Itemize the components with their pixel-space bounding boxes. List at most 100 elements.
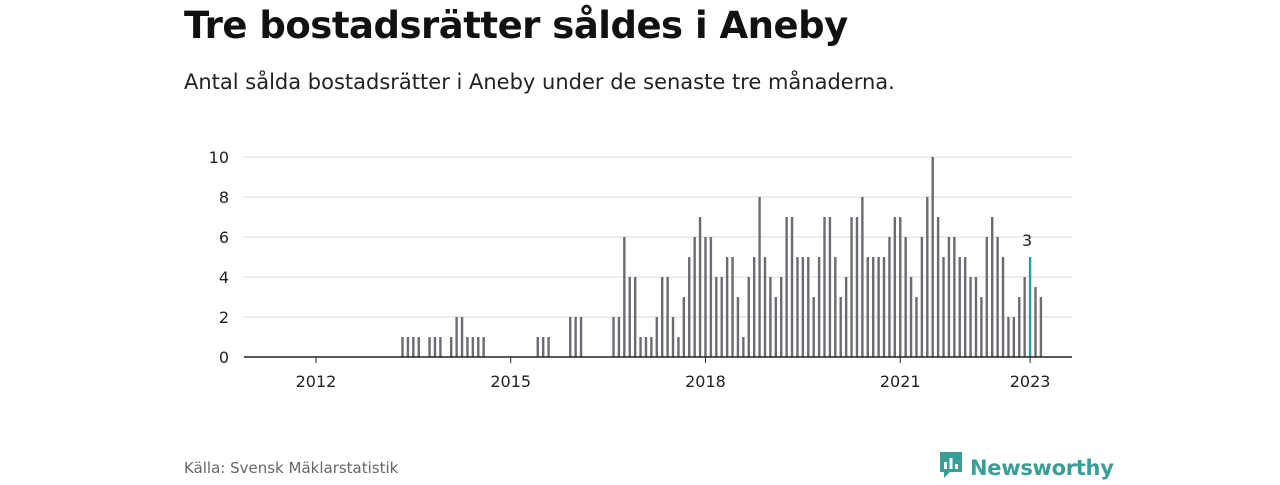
bar [655,317,658,357]
bar [963,257,967,357]
bar [969,277,972,357]
bar [693,237,696,357]
data-label-latest: 3 [1022,231,1032,250]
bar [812,297,815,357]
bar [752,257,756,357]
bar [736,297,740,357]
bar [758,197,761,357]
brand-name: Newsworthy [970,455,1114,480]
bar [433,337,437,357]
bar [720,277,723,357]
bar [628,277,631,357]
axes: 0 2 4 6 8 10 2012 2015 2018 2021 2023 3 [209,148,1072,391]
bar [1001,257,1005,357]
bar [1018,297,1021,357]
bar [839,297,842,357]
bar [909,277,913,357]
bar [477,337,480,357]
bar [406,337,410,357]
bar [579,317,583,357]
bar [639,337,642,357]
bar [671,317,675,357]
bar [650,337,653,357]
newsworthy-logo-icon [938,450,964,485]
bar [936,217,940,357]
bar [899,217,902,357]
bar [742,337,745,357]
bar [904,237,907,357]
bar [633,277,637,357]
bar [915,297,918,357]
bar [666,277,669,357]
bar [661,277,664,357]
y-tick-label: 4 [219,268,229,287]
x-tick-label: 2015 [490,372,531,391]
bar [747,277,750,357]
grid-lines [244,156,1072,318]
source-note: Källa: Svensk Mäklarstatistik [184,459,399,477]
bar [958,257,961,357]
bar [1007,317,1010,357]
y-tick-label: 10 [209,148,229,167]
bar [574,317,577,357]
bar [774,297,778,357]
bar [1039,297,1043,357]
bar [715,277,718,357]
y-tick-label: 8 [219,188,229,207]
bar [828,217,832,357]
bars [401,157,1043,357]
bar [1028,257,1032,357]
bar [926,197,929,357]
bar [931,157,934,357]
bar [796,257,799,357]
bar [877,257,880,357]
bar [996,237,999,357]
bar [439,337,442,357]
bar [1034,287,1037,357]
bar [953,237,956,357]
x-tick-label: 2018 [685,372,726,391]
bar [547,337,550,357]
bar [541,337,545,357]
bar [428,337,431,357]
bar [460,317,464,357]
bar [709,237,713,357]
bar [644,337,648,357]
chart-subtitle: Antal sålda bostadsrätter i Aneby under … [184,70,895,94]
bar [893,217,897,357]
bar [417,337,420,357]
chart-title: Tre bostadsrätter såldes i Aneby [184,4,848,47]
bar [844,277,848,357]
bar [974,277,978,357]
bar [780,277,783,357]
bar [807,257,810,357]
bar [536,337,539,357]
y-tick-label: 0 [219,348,229,367]
x-tick-label: 2021 [880,372,921,391]
bar [471,337,475,357]
bar [698,217,702,357]
bar [466,337,469,357]
bar [1023,277,1026,357]
bar [731,257,734,357]
bar [790,217,794,357]
bar [942,257,945,357]
bar [482,337,485,357]
bar [450,337,453,357]
bar [455,317,458,357]
bar [991,217,994,357]
x-tick-label: 2012 [296,372,337,391]
bar [985,237,988,357]
bar-chart: 0 2 4 6 8 10 2012 2015 2018 2021 2023 3 [209,148,1072,391]
bar [823,217,826,357]
bar [888,237,891,357]
bar [801,257,805,357]
bar [612,317,615,357]
y-tick-label: 2 [219,308,229,327]
bar [871,257,875,357]
y-tick-label: 6 [219,228,229,247]
bar [947,237,951,357]
bar [834,257,837,357]
newsworthy-logo[interactable]: Newsworthy [938,450,1114,485]
bar [866,257,869,357]
